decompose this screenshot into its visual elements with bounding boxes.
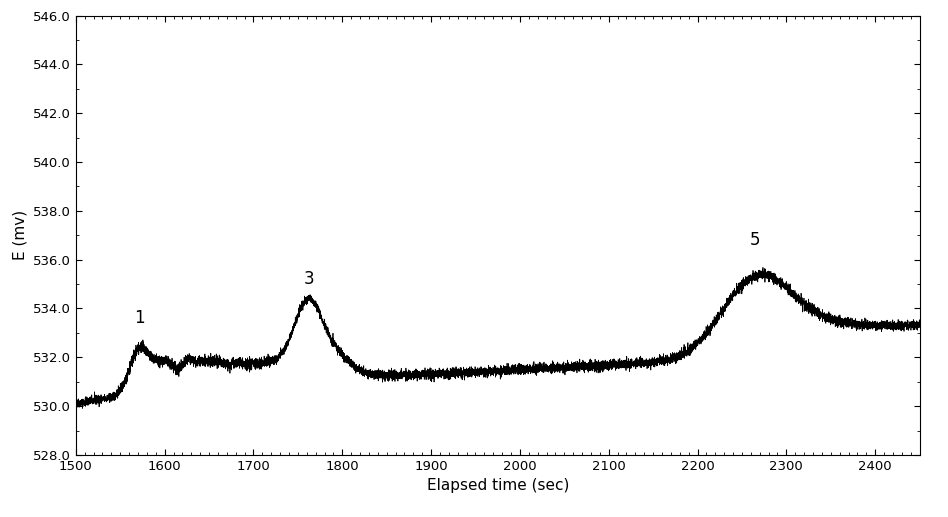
Y-axis label: E (mv): E (mv) [12,210,27,260]
Text: 5: 5 [750,231,760,249]
X-axis label: Elapsed time (sec): Elapsed time (sec) [427,478,569,493]
Text: 3: 3 [303,270,314,288]
Text: 1: 1 [135,309,145,327]
